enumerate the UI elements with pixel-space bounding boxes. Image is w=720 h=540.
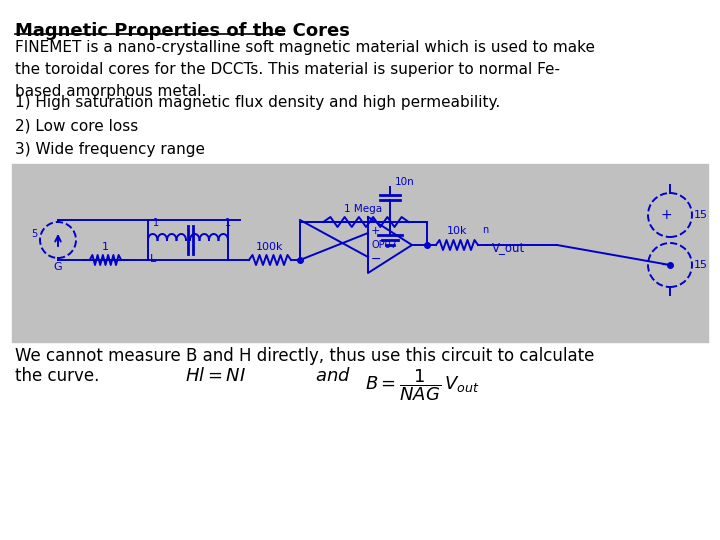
Text: 15: 15 xyxy=(694,260,708,270)
Text: +: + xyxy=(660,208,672,222)
Text: 5: 5 xyxy=(31,229,37,239)
Text: Magnetic Properties of the Cores: Magnetic Properties of the Cores xyxy=(15,22,350,40)
Text: G: G xyxy=(54,262,63,272)
Text: 1: 1 xyxy=(225,218,231,228)
Text: V_out: V_out xyxy=(492,241,526,254)
Text: −: − xyxy=(371,253,382,266)
Text: L: L xyxy=(150,254,156,264)
Text: 10k: 10k xyxy=(446,226,467,236)
Text: the curve.: the curve. xyxy=(15,367,99,385)
Text: 1) High saturation magnetic flux density and high permeability.
2) Low core loss: 1) High saturation magnetic flux density… xyxy=(15,95,500,157)
Text: n: n xyxy=(482,225,488,235)
Text: +: + xyxy=(371,226,380,236)
Text: 10n: 10n xyxy=(395,177,415,187)
Text: 1: 1 xyxy=(102,242,109,252)
Text: 100k: 100k xyxy=(256,242,284,252)
Text: $and$: $and$ xyxy=(315,367,351,385)
Text: OP07: OP07 xyxy=(372,240,398,250)
Text: We cannot measure B and H directly, thus use this circuit to calculate: We cannot measure B and H directly, thus… xyxy=(15,347,595,365)
Text: 1: 1 xyxy=(153,218,159,228)
Text: 15: 15 xyxy=(694,210,708,220)
FancyBboxPatch shape xyxy=(12,164,708,342)
Text: FINEMET is a nano-crystalline soft magnetic material which is used to make
the t: FINEMET is a nano-crystalline soft magne… xyxy=(15,40,595,99)
Text: −: − xyxy=(660,258,672,272)
Text: $Hl = NI$: $Hl = NI$ xyxy=(185,367,246,385)
Text: 1 Mega: 1 Mega xyxy=(344,204,382,214)
Text: $B = \dfrac{1}{NAG}\,V_{out}$: $B = \dfrac{1}{NAG}\,V_{out}$ xyxy=(365,367,480,403)
